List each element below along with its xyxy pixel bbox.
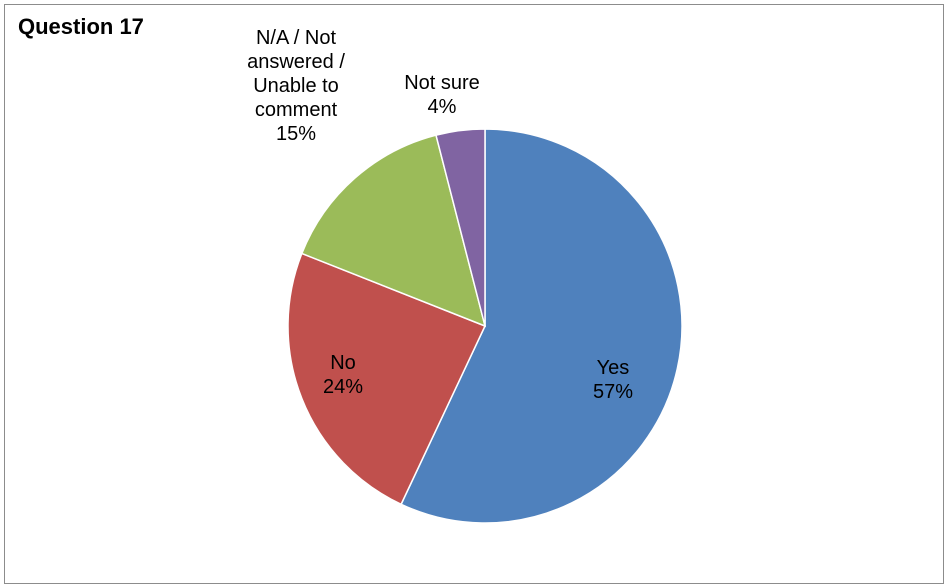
- slice-label-0: Yes 57%: [593, 357, 633, 403]
- pie-slice-n-a-not-answered-unable-to-comment: [300, 134, 487, 328]
- slice-label-1: No 24%: [323, 352, 363, 398]
- slice-label-3: Not sure 4%: [404, 72, 480, 118]
- pie-slice-no: [287, 252, 487, 506]
- slice-label-2: N/A / Not answered / Unable to comment 15%: [247, 27, 345, 145]
- chart-title: Question 17: [18, 14, 144, 39]
- pie-slice-not-sure: [435, 128, 486, 327]
- pie-slice-yes: [400, 128, 683, 524]
